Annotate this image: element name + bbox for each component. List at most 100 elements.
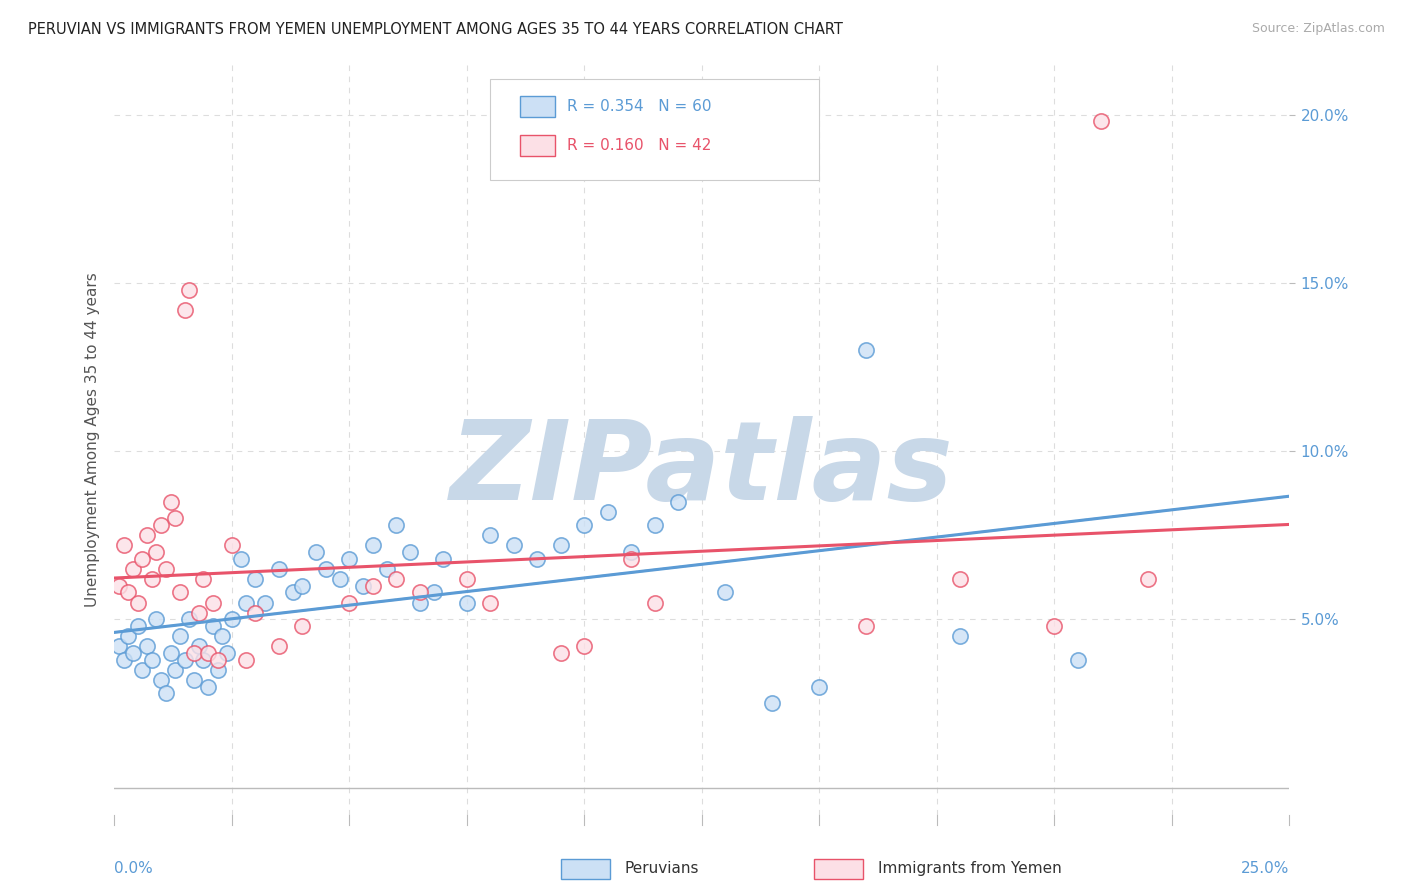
Point: [526, 551, 548, 566]
Point: [385, 518, 408, 533]
Bar: [520, 135, 555, 155]
Point: [281, 585, 304, 599]
Point: [108, 579, 131, 593]
Text: PERUVIAN VS IMMIGRANTS FROM YEMEN UNEMPLOYMENT AMONG AGES 35 TO 44 YEARS CORRELA: PERUVIAN VS IMMIGRANTS FROM YEMEN UNEMPL…: [28, 22, 844, 37]
Point: [145, 612, 167, 626]
Point: [150, 673, 173, 687]
Point: [361, 579, 384, 593]
Text: R = 0.354   N = 60: R = 0.354 N = 60: [567, 99, 711, 113]
Point: [291, 579, 314, 593]
Point: [141, 572, 163, 586]
Point: [155, 562, 177, 576]
Point: [117, 629, 139, 643]
Point: [122, 562, 145, 576]
Point: [201, 595, 224, 609]
Point: [502, 538, 524, 552]
Y-axis label: Unemployment Among Ages 35 to 44 years: Unemployment Among Ages 35 to 44 years: [86, 272, 100, 607]
Point: [1090, 114, 1112, 128]
Point: [479, 528, 502, 542]
Point: [141, 653, 163, 667]
Text: 0.0%: 0.0%: [114, 862, 153, 876]
Text: 25.0%: 25.0%: [1241, 862, 1289, 876]
Point: [197, 646, 219, 660]
Point: [375, 562, 398, 576]
Point: [136, 640, 159, 654]
Point: [131, 663, 153, 677]
Point: [644, 595, 666, 609]
Point: [193, 653, 215, 667]
Point: [193, 572, 215, 586]
Point: [267, 640, 290, 654]
Point: [337, 595, 360, 609]
Text: Immigrants from Yemen: Immigrants from Yemen: [877, 862, 1062, 876]
Point: [235, 595, 257, 609]
Point: [112, 538, 135, 552]
Point: [352, 579, 374, 593]
Point: [159, 646, 181, 660]
Point: [145, 545, 167, 559]
Text: ZIPatlas: ZIPatlas: [450, 416, 953, 523]
Point: [714, 585, 737, 599]
Point: [949, 629, 972, 643]
Point: [197, 680, 219, 694]
Point: [337, 551, 360, 566]
Point: [169, 585, 191, 599]
Point: [245, 572, 267, 586]
Point: [117, 585, 139, 599]
Point: [855, 343, 877, 358]
Text: Source: ZipAtlas.com: Source: ZipAtlas.com: [1251, 22, 1385, 36]
Point: [183, 673, 205, 687]
Point: [329, 572, 352, 586]
Point: [229, 551, 252, 566]
Point: [855, 619, 877, 633]
Point: [187, 640, 209, 654]
Point: [173, 653, 195, 667]
Point: [165, 663, 187, 677]
Point: [127, 619, 149, 633]
Point: [315, 562, 337, 576]
Bar: [520, 95, 555, 117]
Point: [409, 595, 432, 609]
Point: [179, 283, 201, 297]
Point: [432, 551, 454, 566]
Point: [155, 686, 177, 700]
Point: [136, 528, 159, 542]
Point: [169, 629, 191, 643]
Point: [183, 646, 205, 660]
FancyBboxPatch shape: [491, 79, 820, 180]
Point: [949, 572, 972, 586]
Text: Peruvians: Peruvians: [624, 862, 699, 876]
Point: [207, 653, 229, 667]
Point: [235, 653, 257, 667]
Point: [201, 619, 224, 633]
Point: [550, 538, 572, 552]
Point: [596, 505, 619, 519]
Point: [479, 595, 502, 609]
Point: [574, 640, 596, 654]
Point: [1067, 653, 1090, 667]
Point: [761, 697, 783, 711]
Point: [305, 545, 328, 559]
Point: [456, 572, 478, 586]
Point: [221, 612, 243, 626]
Point: [173, 302, 195, 317]
Point: [385, 572, 408, 586]
Point: [112, 653, 135, 667]
Point: [159, 494, 181, 508]
Point: [291, 619, 314, 633]
Point: [409, 585, 432, 599]
Text: R = 0.160   N = 42: R = 0.160 N = 42: [567, 137, 711, 153]
Point: [165, 511, 187, 525]
Point: [215, 646, 238, 660]
Point: [150, 518, 173, 533]
Point: [1137, 572, 1160, 586]
Point: [207, 663, 229, 677]
Point: [399, 545, 422, 559]
Point: [550, 646, 572, 660]
Point: [456, 595, 478, 609]
Point: [644, 518, 666, 533]
Point: [179, 612, 201, 626]
Point: [666, 494, 689, 508]
Point: [211, 629, 233, 643]
Point: [245, 606, 267, 620]
